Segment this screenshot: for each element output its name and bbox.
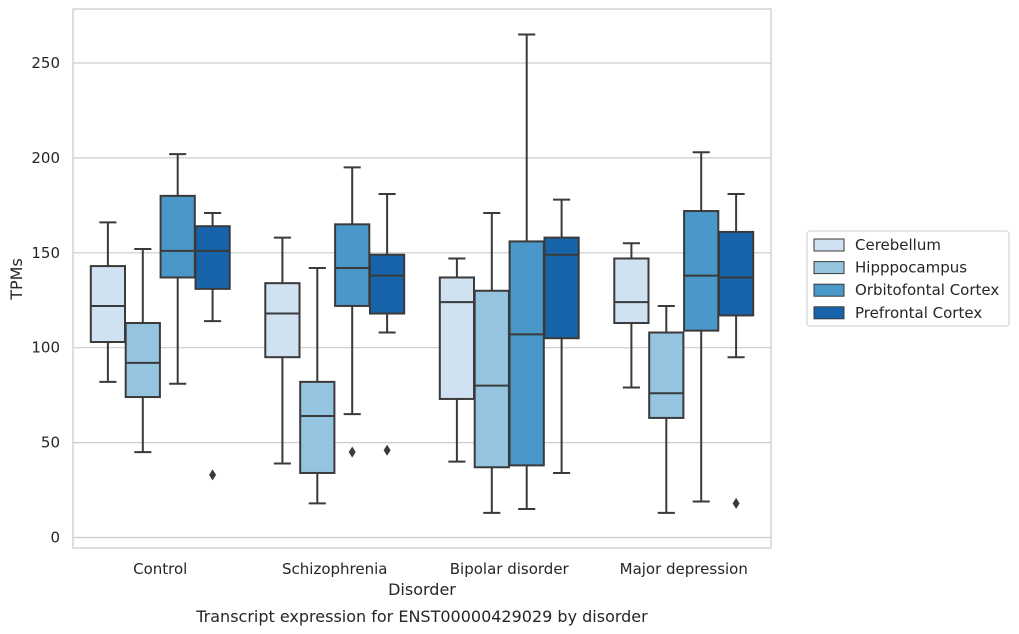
box xyxy=(683,210,720,332)
box xyxy=(648,331,685,419)
legend-swatch xyxy=(813,306,845,320)
y-tick-label: 50 xyxy=(41,434,60,452)
y-tick-labels: 0 50 100 150 200 250 xyxy=(31,54,60,547)
box-group xyxy=(613,242,650,389)
box-group xyxy=(334,166,371,458)
box-group xyxy=(543,198,580,474)
legend-swatch xyxy=(813,238,845,252)
box-group xyxy=(124,248,161,454)
box xyxy=(473,289,510,469)
y-tick-label: 100 xyxy=(31,339,60,357)
box xyxy=(613,257,650,325)
x-tick-label: Control xyxy=(133,560,187,578)
box-group xyxy=(194,211,231,481)
y-tick-label: 150 xyxy=(31,244,60,262)
outlier-point xyxy=(209,469,217,481)
box-group xyxy=(368,192,406,456)
box-group xyxy=(264,236,301,465)
box xyxy=(543,236,580,340)
box xyxy=(508,240,545,467)
box-group xyxy=(473,211,510,514)
box xyxy=(124,322,161,399)
plot-frame xyxy=(72,8,772,549)
legend-swatch xyxy=(813,283,845,297)
x-tick-labels: Control Schizophrenia Bipolar disorder Majo… xyxy=(133,560,748,578)
box xyxy=(194,225,231,290)
box-group xyxy=(648,304,685,514)
box-group xyxy=(159,153,196,385)
legend-frame xyxy=(806,230,1010,327)
box-group xyxy=(508,33,545,511)
box-group xyxy=(89,221,127,383)
outlier-point xyxy=(383,444,391,456)
legend: Cerebellum Hipppocampus Orbitofontal Corte… xyxy=(806,230,1010,327)
box xyxy=(717,230,755,317)
chart-caption: Transcript expression for ENST0000042902… xyxy=(195,607,648,626)
outlier-point xyxy=(732,497,740,509)
y-tick-label: 200 xyxy=(31,149,60,167)
box xyxy=(368,253,406,315)
box-group xyxy=(683,151,720,503)
legend-swatch xyxy=(813,261,845,275)
x-tick-label: Bipolar disorder xyxy=(450,560,570,578)
y-axis-label: TPMs xyxy=(7,258,26,301)
x-tick-label: Schizophrenia xyxy=(282,560,387,578)
box xyxy=(438,276,476,400)
box-group xyxy=(717,192,755,509)
box xyxy=(89,265,127,344)
x-tick-label: Major depression xyxy=(620,560,748,578)
y-tick-label: 250 xyxy=(31,54,60,72)
legend-label: Cerebellum xyxy=(855,236,941,254)
legend-label: Orbitofontal Cortex xyxy=(855,281,999,299)
box-plots xyxy=(89,33,755,514)
outlier-point xyxy=(348,446,356,458)
y-tick-label: 0 xyxy=(50,529,60,547)
legend-label: Hipppocampus xyxy=(855,259,967,277)
x-axis-label: Disorder xyxy=(388,580,456,599)
box-group xyxy=(299,266,336,505)
box xyxy=(334,223,371,307)
box xyxy=(299,380,336,474)
box xyxy=(159,194,196,279)
box xyxy=(264,282,301,359)
box-group xyxy=(438,257,476,463)
legend-label: Prefrontal Cortex xyxy=(855,304,982,322)
